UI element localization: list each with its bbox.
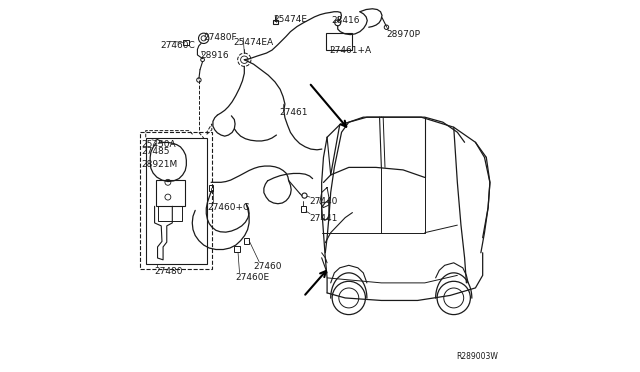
Bar (156, 180, 185, 206)
Text: 25474E: 25474E (274, 15, 308, 25)
Text: 27440: 27440 (309, 197, 337, 206)
Text: 28916: 28916 (200, 51, 228, 60)
Text: 27480F: 27480F (204, 33, 237, 42)
Bar (146, 138, 207, 263)
Bar (209, 185, 213, 191)
Text: 27460E: 27460E (235, 273, 269, 282)
Text: 27460C: 27460C (161, 41, 195, 50)
Bar (158, 206, 182, 221)
Text: 27461+A: 27461+A (329, 46, 371, 55)
Text: 27461: 27461 (280, 109, 308, 118)
Bar (244, 238, 250, 244)
Text: 25474EA: 25474EA (233, 38, 273, 46)
Bar (326, 33, 352, 51)
Text: 27485: 27485 (141, 147, 170, 156)
Text: R289003W: R289003W (456, 352, 499, 361)
Text: 28970P: 28970P (387, 30, 420, 39)
Text: 27460+C: 27460+C (207, 203, 250, 212)
Bar (301, 206, 306, 212)
Bar (234, 246, 240, 253)
Text: 28921M: 28921M (141, 160, 177, 169)
Text: 28416: 28416 (331, 16, 360, 25)
Text: 27441: 27441 (309, 214, 337, 223)
Text: 27480: 27480 (155, 267, 183, 276)
Text: 25450A: 25450A (141, 140, 175, 149)
Bar (182, 40, 189, 45)
Text: 27460: 27460 (253, 262, 282, 271)
Bar (273, 20, 278, 24)
Bar (140, 132, 212, 269)
